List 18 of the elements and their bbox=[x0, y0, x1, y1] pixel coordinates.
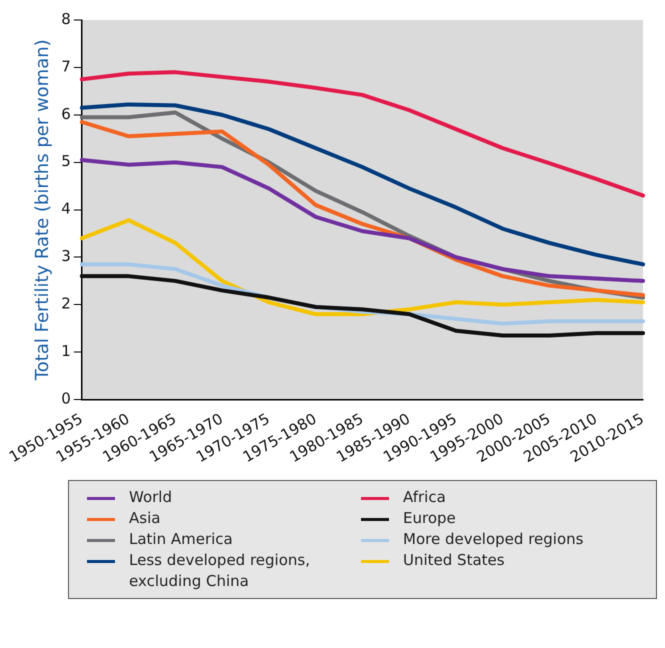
legend-label: Less developed regions, excluding China bbox=[129, 550, 311, 592]
legend-label: Africa bbox=[403, 487, 446, 508]
legend-label: More developed regions bbox=[403, 529, 584, 550]
y-tick-label: 3 bbox=[61, 247, 71, 266]
y-tick-label: 4 bbox=[61, 200, 71, 218]
legend-label: Asia bbox=[129, 508, 160, 529]
y-tick-label: 7 bbox=[61, 57, 71, 76]
legend-label: United States bbox=[403, 550, 505, 571]
y-tick-label: 8 bbox=[61, 10, 71, 28]
y-tick-label: 5 bbox=[61, 152, 71, 170]
y-tick-label: 6 bbox=[61, 104, 71, 123]
y-tick-label: 0 bbox=[61, 389, 71, 408]
y-axis-title: Total Fertility Rate (births per woman) bbox=[32, 39, 54, 382]
y-tick-label: 2 bbox=[61, 294, 71, 313]
legend-label: Europe bbox=[403, 508, 456, 529]
legend-label: World bbox=[129, 487, 172, 508]
y-tick-label: 1 bbox=[61, 342, 71, 360]
legend-label: Latin America bbox=[129, 529, 233, 550]
